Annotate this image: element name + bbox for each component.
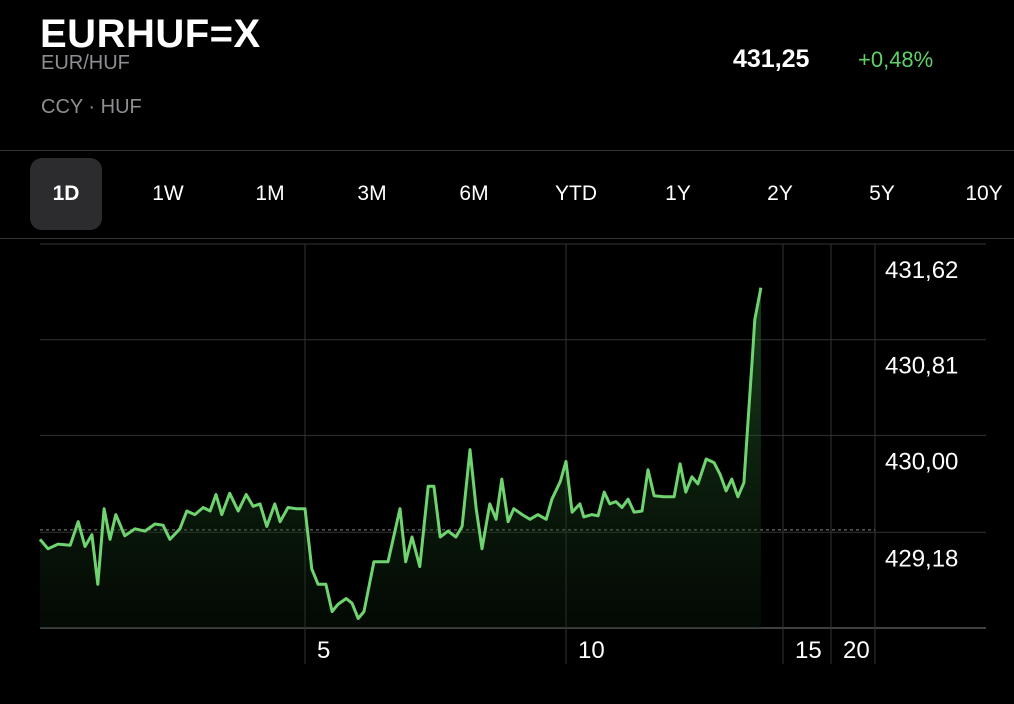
range-tab[interactable]: 5Y — [869, 182, 895, 205]
range-tab[interactable]: 6M — [459, 182, 489, 205]
instrument-name: EUR/HUF — [41, 52, 130, 74]
range-tab[interactable]: 2Y — [767, 182, 793, 205]
price: 431,25 — [733, 45, 810, 73]
separator — [0, 238, 1014, 239]
y-tick-label: 431,62 — [885, 257, 958, 284]
x-tick-label: 15 — [795, 637, 822, 664]
range-tab[interactable]: 10Y — [965, 182, 1003, 205]
y-tick-label: 429,18 — [885, 545, 958, 572]
range-tab[interactable]: 1M — [255, 182, 285, 205]
range-tab[interactable]: 3M — [357, 182, 387, 205]
y-tick-label: 430,81 — [885, 353, 958, 380]
symbol: EURHUF=X — [40, 12, 261, 56]
change: +0,48% — [858, 47, 934, 72]
x-tick-label: 20 — [843, 637, 870, 664]
price-line — [38, 287, 763, 620]
separator — [0, 150, 1014, 151]
range-tab[interactable]: 1Y — [665, 182, 691, 205]
x-tick-label: 5 — [317, 637, 330, 664]
range-tab[interactable]: 1W — [152, 182, 184, 205]
range-tab[interactable]: 1D — [30, 158, 102, 230]
exchange: CCY · HUF — [41, 96, 142, 118]
y-tick-label: 430,00 — [885, 448, 958, 475]
range-tab[interactable]: YTD — [555, 182, 597, 205]
area — [40, 287, 761, 628]
x-tick-label: 10 — [578, 637, 605, 664]
